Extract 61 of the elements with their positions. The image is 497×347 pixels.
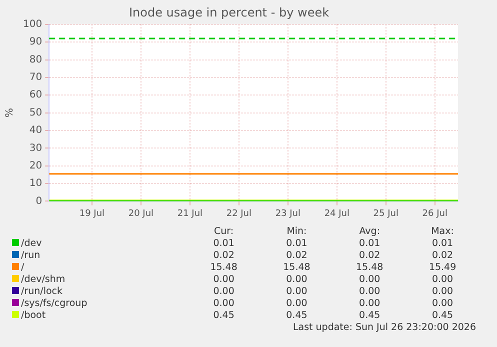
text: 0.02: [430, 250, 454, 262]
x-tick-label: 23 Jul: [275, 208, 300, 219]
text: Min:: [286, 226, 308, 238]
y-tick-label: 50: [29, 107, 42, 118]
text: 0.45: [358, 310, 382, 322]
text: 0.01: [430, 238, 454, 250]
x-tick-label: 26 Jul: [422, 208, 448, 219]
legend-label: /dev/shm: [20, 274, 66, 286]
legend-label: /sys/fs/cgroup: [20, 298, 88, 310]
text: 0.02: [285, 250, 308, 262]
text: 0.00: [212, 298, 236, 310]
x-tick-label: 24 Jul: [324, 208, 350, 219]
legend-label: /run: [20, 250, 42, 262]
text: 15.48: [355, 262, 384, 274]
text: 0.01: [358, 238, 382, 250]
y-tick-label: 10: [29, 178, 42, 190]
text: 0.45: [285, 310, 308, 322]
y-tick-label: 40: [29, 125, 42, 136]
y-tick-label: 20: [29, 160, 42, 172]
y-tick-label: 30: [29, 142, 42, 154]
y-tick-label: 80: [29, 54, 42, 66]
text: 0.02: [358, 250, 382, 262]
y-tick-label: 60: [29, 90, 42, 101]
text: 0.00: [285, 298, 308, 310]
text: 0.00: [212, 286, 236, 298]
text: 15.48: [209, 262, 238, 274]
legend-label: /boot: [20, 310, 47, 322]
text: 0.00: [430, 298, 454, 310]
text: 0.45: [430, 310, 454, 322]
legend-label: /run/lock: [20, 286, 64, 298]
y-axis-title: %: [4, 108, 16, 118]
text: Max:: [430, 226, 455, 238]
x-tick-label: 22 Jul: [226, 208, 252, 219]
chart-title: Inode usage in percent - by week: [128, 5, 330, 20]
text: 0.00: [430, 286, 454, 298]
text: 0.02: [212, 250, 236, 262]
text: 0.00: [285, 274, 308, 286]
text: 0.01: [212, 238, 236, 250]
text: 0.01: [285, 238, 308, 250]
text: 0.00: [358, 274, 382, 286]
text: Last update: Sun Jul 26 23:20:00 2026: [292, 322, 477, 334]
x-tick-label: 25 Jul: [373, 208, 398, 219]
x-tick-label: 21 Jul: [177, 208, 203, 219]
legend-label: /dev: [20, 238, 43, 250]
text: Avg:: [358, 226, 382, 238]
y-tick-label: 100: [22, 18, 42, 30]
text: 0.00: [212, 274, 236, 286]
text: 0.45: [212, 310, 236, 322]
text: Cur:: [213, 226, 235, 238]
text: 15.49: [428, 262, 458, 274]
text: 0.00: [358, 286, 382, 298]
x-tick-label: 20 Jul: [128, 208, 154, 219]
y-tick-label: 0: [36, 196, 42, 207]
text: 0.00: [430, 274, 454, 286]
text: 15.48: [282, 262, 312, 274]
y-tick-label: 90: [29, 36, 42, 48]
text: 0.00: [285, 286, 308, 298]
text: 0.00: [358, 298, 382, 310]
legend-label: /: [20, 262, 26, 274]
x-tick-label: 19 Jul: [79, 208, 105, 219]
y-tick-label: 70: [29, 72, 42, 84]
